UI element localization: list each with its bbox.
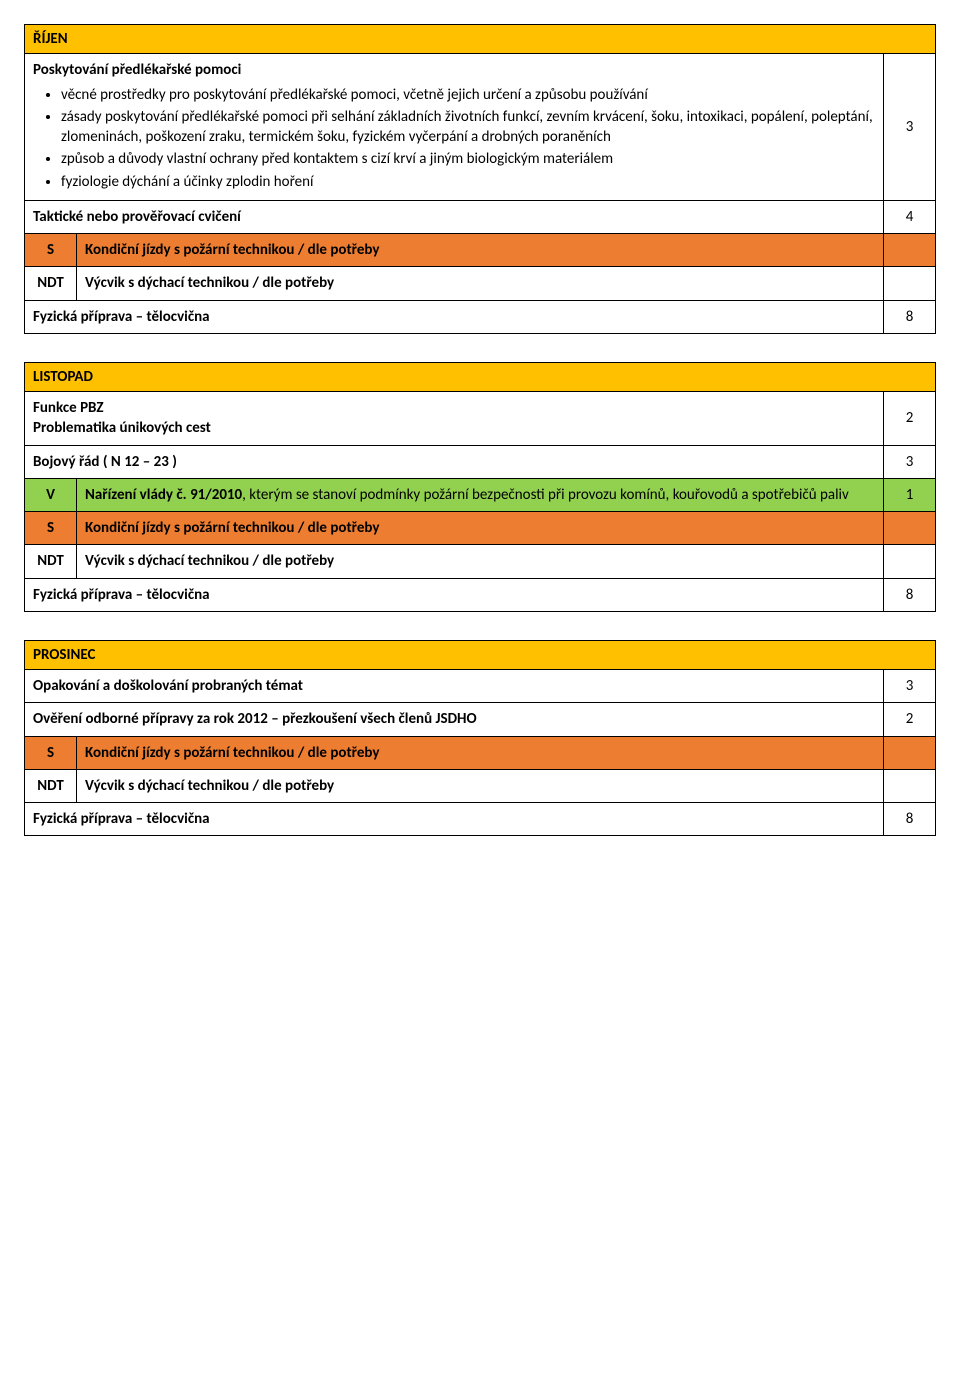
bullet: fyziologie dýchání a účinky zplodin hoře…: [61, 172, 875, 192]
ndt-label: Výcvik s dýchací technikou / dle potřeby: [77, 769, 884, 802]
s-row: S Kondiční jízdy s požární technikou / d…: [25, 736, 936, 769]
month-title: ŘÍJEN: [25, 25, 936, 54]
review-row: Opakování a doškolování probraných témat…: [25, 670, 936, 703]
code-v: V: [25, 478, 77, 511]
month-header: LISTOPAD: [25, 362, 936, 391]
hours: 8: [884, 578, 936, 611]
month-title: LISTOPAD: [25, 362, 936, 391]
hours: [884, 769, 936, 802]
code-s: S: [25, 512, 77, 545]
gym-label: Fyzická příprava – tělocvična: [25, 803, 884, 836]
bullet: způsob a důvody vlastní ochrany před kon…: [61, 149, 875, 169]
hours: 8: [884, 803, 936, 836]
month-header: PROSINEC: [25, 640, 936, 669]
month-table-november: LISTOPAD Funkce PBZ Problematika únikový…: [24, 362, 936, 612]
hours: 3: [884, 54, 936, 201]
ndt-label: Výcvik s dýchací technikou / dle potřeby: [77, 545, 884, 578]
ndt-row: NDT Výcvik s dýchací technikou / dle pot…: [25, 267, 936, 300]
exam-label: Ověření odborné přípravy za rok 2012 – p…: [25, 703, 884, 736]
tactical-row: Taktické nebo prověřovací cvičení 4: [25, 200, 936, 233]
code-s: S: [25, 234, 77, 267]
ndt-label: Výcvik s dýchací technikou / dle potřeby: [77, 267, 884, 300]
pbz-content: Funkce PBZ Problematika únikových cest: [25, 392, 884, 446]
hours: [884, 234, 936, 267]
hours: [884, 736, 936, 769]
pbz-row: Funkce PBZ Problematika únikových cest 2: [25, 392, 936, 446]
s-label: Kondiční jízdy s požární technikou / dle…: [77, 234, 884, 267]
ndt-row: NDT Výcvik s dýchací technikou / dle pot…: [25, 545, 936, 578]
month-table-december: PROSINEC Opakování a doškolování probran…: [24, 640, 936, 837]
hours: 2: [884, 392, 936, 446]
first-aid-title: Poskytování předlékařské pomoci: [33, 61, 241, 79]
gym-row: Fyzická příprava – tělocvična 8: [25, 578, 936, 611]
code-ndt: NDT: [25, 545, 77, 578]
tactical-label: Taktické nebo prověřovací cvičení: [25, 200, 884, 233]
review-label: Opakování a doškolování probraných témat: [25, 670, 884, 703]
s-row: S Kondiční jízdy s požární technikou / d…: [25, 512, 936, 545]
code-ndt: NDT: [25, 769, 77, 802]
code-s: S: [25, 736, 77, 769]
month-table-october: ŘÍJEN Poskytování předlékařské pomoci vě…: [24, 24, 936, 334]
gym-label: Fyzická příprava – tělocvična: [25, 578, 884, 611]
month-title: PROSINEC: [25, 640, 936, 669]
gym-label: Fyzická příprava – tělocvična: [25, 300, 884, 333]
month-header: ŘÍJEN: [25, 25, 936, 54]
gym-row: Fyzická příprava – tělocvična 8: [25, 300, 936, 333]
code-ndt: NDT: [25, 267, 77, 300]
s-label: Kondiční jízdy s požární technikou / dle…: [77, 512, 884, 545]
ndt-row: NDT Výcvik s dýchací technikou / dle pot…: [25, 769, 936, 802]
s-label: Kondiční jízdy s požární technikou / dle…: [77, 736, 884, 769]
hours: [884, 545, 936, 578]
rules-row: Bojový řád ( N 12 – 23 ) 3: [25, 445, 936, 478]
exam-row: Ověření odborné přípravy za rok 2012 – p…: [25, 703, 936, 736]
hours: 3: [884, 670, 936, 703]
hours: [884, 267, 936, 300]
hours: 2: [884, 703, 936, 736]
rules-label: Bojový řád ( N 12 – 23 ): [25, 445, 884, 478]
hours: [884, 512, 936, 545]
s-row: S Kondiční jízdy s požární technikou / d…: [25, 234, 936, 267]
first-aid-bullets: věcné prostředky pro poskytování předlék…: [33, 85, 875, 192]
v-label: Nařízení vlády č. 91/2010, kterým se sta…: [77, 478, 884, 511]
gym-row: Fyzická příprava – tělocvična 8: [25, 803, 936, 836]
v-row: V Nařízení vlády č. 91/2010, kterým se s…: [25, 478, 936, 511]
hours: 4: [884, 200, 936, 233]
hours: 1: [884, 478, 936, 511]
bullet: zásady poskytování předlékařské pomoci p…: [61, 107, 875, 148]
hours: 3: [884, 445, 936, 478]
first-aid-row: Poskytování předlékařské pomoci věcné pr…: [25, 54, 936, 201]
hours: 8: [884, 300, 936, 333]
bullet: věcné prostředky pro poskytování předlék…: [61, 85, 875, 105]
